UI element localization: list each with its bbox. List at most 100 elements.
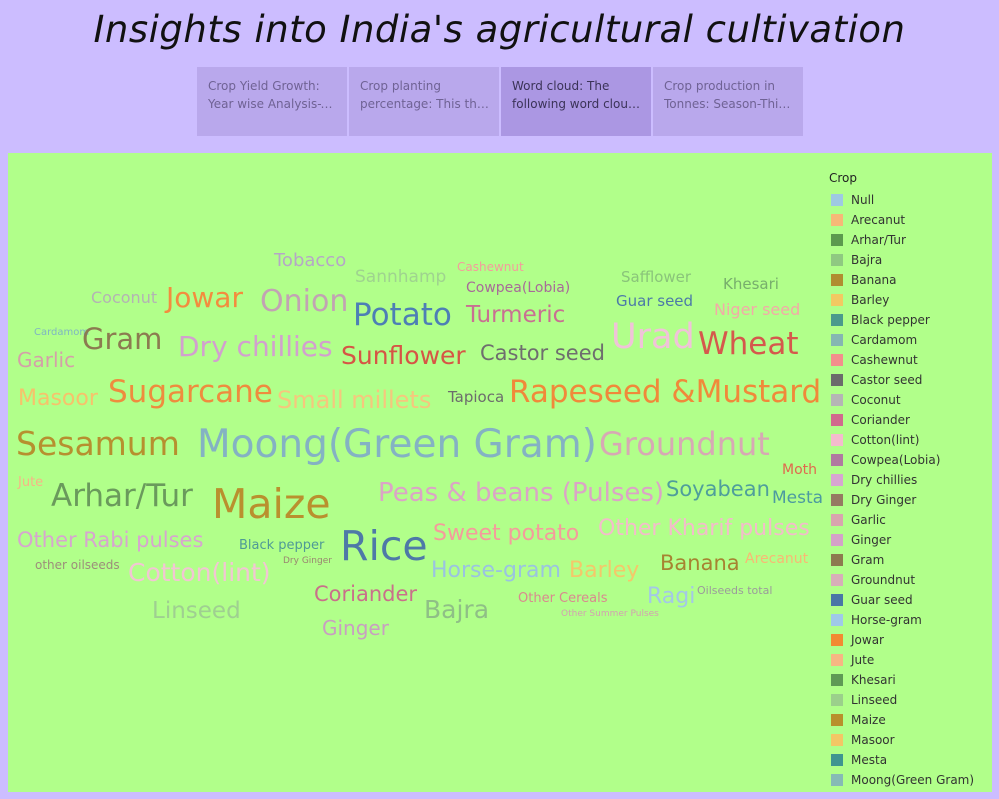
word-onion[interactable]: Onion <box>260 284 349 319</box>
word-guar-seed[interactable]: Guar seed <box>616 292 694 310</box>
legend-item[interactable]: Masoor <box>829 730 989 750</box>
legend-item[interactable]: Horse-gram <box>829 610 989 630</box>
word-sunflower[interactable]: Sunflower <box>341 341 466 370</box>
word-other-oilseeds[interactable]: other oilseeds <box>35 558 120 572</box>
word-khesari[interactable]: Khesari <box>723 275 779 293</box>
legend-item[interactable]: Jute <box>829 650 989 670</box>
word-oilseeds-total[interactable]: Oilseeds total <box>697 584 773 597</box>
legend-swatch <box>831 334 843 346</box>
word-bajra[interactable]: Bajra <box>424 595 490 624</box>
legend-item[interactable]: Cardamom <box>829 330 989 350</box>
legend-label: Coconut <box>851 393 901 407</box>
word-ragi[interactable]: Ragi <box>647 584 696 609</box>
legend-swatch <box>831 414 843 426</box>
legend-item[interactable]: Dry chillies <box>829 470 989 490</box>
word-groundnut[interactable]: Groundnut <box>599 425 770 463</box>
legend-label: Arecanut <box>851 213 906 227</box>
legend-item[interactable]: Coriander <box>829 410 989 430</box>
word-small-millets[interactable]: Small millets <box>277 386 432 414</box>
word-turmeric[interactable]: Turmeric <box>466 302 566 328</box>
word-moth[interactable]: Moth <box>782 462 818 478</box>
word-jute[interactable]: Jute <box>18 475 44 490</box>
legend-item[interactable]: Guar seed <box>829 590 989 610</box>
word-sugarcane[interactable]: Sugarcane <box>108 374 273 410</box>
word-other-kharif-pulses[interactable]: Other Kharif pulses <box>598 516 810 541</box>
legend-item[interactable]: Black pepper <box>829 310 989 330</box>
legend-label: Dry Ginger <box>851 493 917 507</box>
word-soyabean[interactable]: Soyabean <box>666 477 770 501</box>
legend-item[interactable]: Khesari <box>829 670 989 690</box>
word-peas-beans-pulses[interactable]: Peas & beans (Pulses) <box>378 478 665 508</box>
legend-item[interactable]: Groundnut <box>829 570 989 590</box>
legend-item[interactable]: Dry Ginger <box>829 490 989 510</box>
word-sesamum[interactable]: Sesamum <box>16 424 180 463</box>
word-coriander[interactable]: Coriander <box>314 582 418 606</box>
legend-item[interactable]: Mesta <box>829 750 989 770</box>
legend-item[interactable]: Cashewnut <box>829 350 989 370</box>
legend-item[interactable]: Cotton(lint) <box>829 430 989 450</box>
word-barley[interactable]: Barley <box>569 558 640 583</box>
legend-item[interactable]: Banana <box>829 270 989 290</box>
legend-item[interactable]: Coconut <box>829 390 989 410</box>
word-sweet-potato[interactable]: Sweet potato <box>433 521 580 546</box>
legend-label: Jute <box>851 653 875 667</box>
legend-item[interactable]: Ginger <box>829 530 989 550</box>
word-cotton-lint[interactable]: Cotton(lint) <box>128 558 271 587</box>
word-horse-gram[interactable]: Horse-gram <box>431 558 561 583</box>
legend-item[interactable]: Barley <box>829 290 989 310</box>
word-rapeseed-mustard[interactable]: Rapeseed &Mustard <box>509 374 822 410</box>
tab-crop-production[interactable]: Crop production in Tonnes: Season-This .… <box>653 67 803 136</box>
tab-crop-yield-growth[interactable]: Crop Yield Growth: Year wise Analysis-Th… <box>197 67 347 136</box>
legend-item[interactable]: Garlic <box>829 510 989 530</box>
word-coconut[interactable]: Coconut <box>91 288 158 307</box>
word-niger-seed[interactable]: Niger seed <box>714 300 801 319</box>
word-safflower[interactable]: Safflower <box>621 268 692 286</box>
word-sannhamp[interactable]: Sannhamp <box>355 267 447 287</box>
legend-item[interactable]: Bajra <box>829 250 989 270</box>
word-other-summer-pulses[interactable]: Other Summer Pulses <box>561 609 659 619</box>
word-tobacco[interactable]: Tobacco <box>274 250 347 271</box>
word-urad[interactable]: Urad <box>611 317 695 357</box>
word-ginger[interactable]: Ginger <box>322 616 389 640</box>
word-mesta[interactable]: Mesta <box>772 488 824 508</box>
word-other-cereals[interactable]: Other Cereals <box>518 591 608 606</box>
word-cashewnut[interactable]: Cashewnut <box>457 260 524 274</box>
legend-swatch <box>831 774 843 786</box>
word-banana[interactable]: Banana <box>660 551 740 575</box>
word-dry-chillies[interactable]: Dry chillies <box>178 330 333 363</box>
word-cowpea-lobia[interactable]: Cowpea(Lobia) <box>466 280 571 296</box>
legend-item[interactable]: Cowpea(Lobia) <box>829 450 989 470</box>
tab-word-cloud[interactable]: Word cloud: The following word cloud .. <box>501 67 651 136</box>
word-jowar[interactable]: Jowar <box>166 281 243 314</box>
legend-item[interactable]: Moong(Green Gram) <box>829 770 989 790</box>
legend-label: Masoor <box>851 733 895 747</box>
word-masoor[interactable]: Masoor <box>18 386 98 411</box>
word-other-rabi-pulses[interactable]: Other Rabi pulses <box>17 528 204 552</box>
word-moong-green-gram[interactable]: Moong(Green Gram) <box>197 422 597 467</box>
word-wheat[interactable]: Wheat <box>698 326 799 362</box>
word-castor-seed[interactable]: Castor seed <box>480 341 605 365</box>
legend-item[interactable]: Jowar <box>829 630 989 650</box>
word-black-pepper[interactable]: Black pepper <box>239 538 325 553</box>
word-cardamom[interactable]: Cardamom <box>34 327 90 338</box>
word-potato[interactable]: Potato <box>353 297 452 333</box>
tab-crop-planting-percentage[interactable]: Crop planting percentage: This that .. <box>349 67 499 136</box>
legend-item[interactable]: Null <box>829 190 989 210</box>
legend-item[interactable]: Maize <box>829 710 989 730</box>
word-arecanut[interactable]: Arecanut <box>745 551 809 567</box>
word-maize[interactable]: Maize <box>212 480 331 528</box>
legend-item[interactable]: Arecanut <box>829 210 989 230</box>
word-linseed[interactable]: Linseed <box>152 598 241 624</box>
word-rice[interactable]: Rice <box>340 522 428 570</box>
legend-swatch <box>831 394 843 406</box>
legend-label: Cowpea(Lobia) <box>851 453 941 467</box>
word-garlic[interactable]: Garlic <box>17 348 76 372</box>
legend-item[interactable]: Linseed <box>829 690 989 710</box>
word-dry-ginger[interactable]: Dry Ginger <box>283 556 332 566</box>
legend-item[interactable]: Gram <box>829 550 989 570</box>
word-arhar-tur[interactable]: Arhar/Tur <box>51 478 193 514</box>
word-gram[interactable]: Gram <box>82 322 163 356</box>
legend-item[interactable]: Castor seed <box>829 370 989 390</box>
word-tapioca[interactable]: Tapioca <box>448 388 505 406</box>
legend-item[interactable]: Arhar/Tur <box>829 230 989 250</box>
